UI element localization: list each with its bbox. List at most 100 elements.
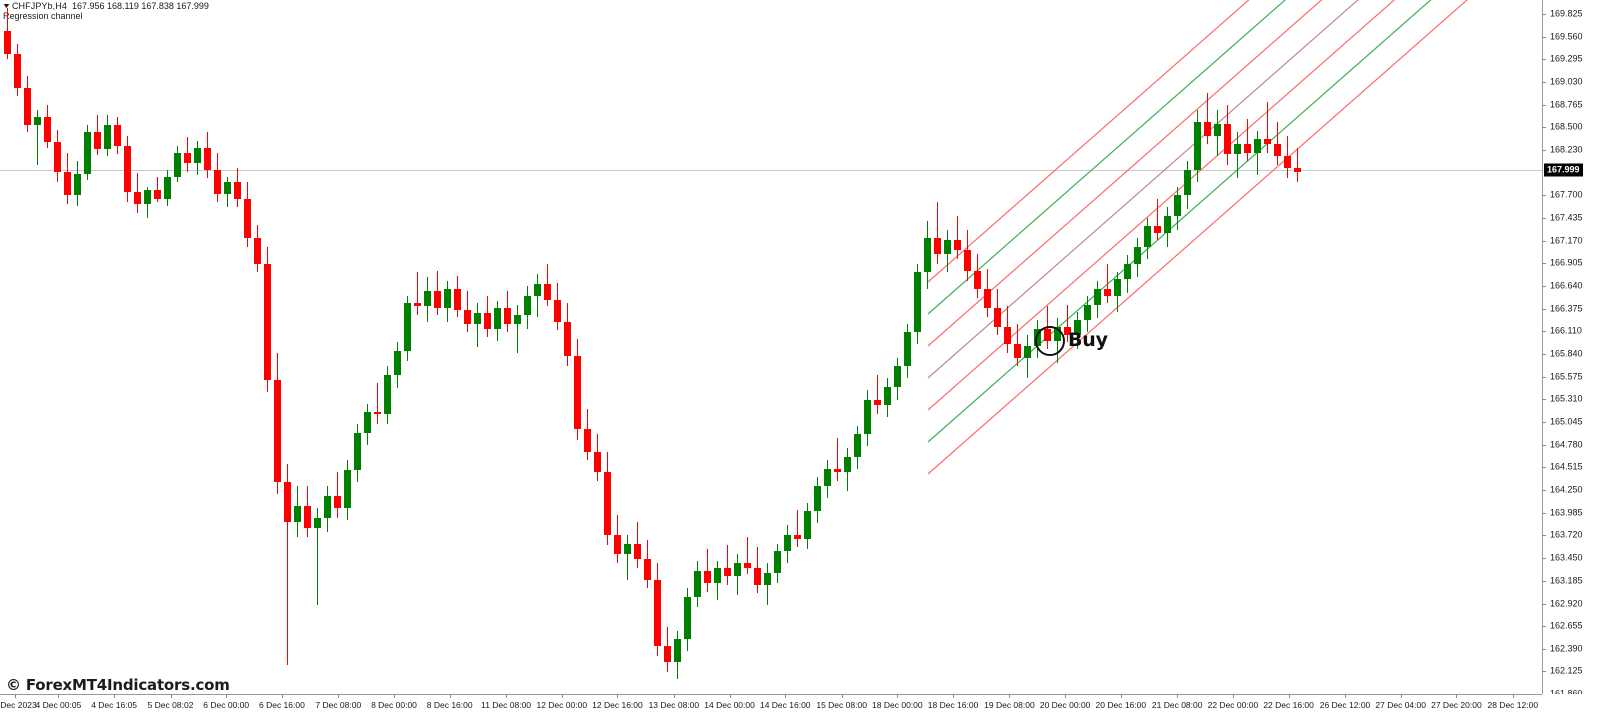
candle-body [944, 239, 951, 254]
candle-body [844, 456, 851, 473]
price-tick-label: 164.515 [1550, 461, 1583, 472]
candle-body [1114, 279, 1121, 297]
time-tick-mark [393, 694, 395, 698]
candle-body [184, 152, 191, 164]
price-tick-mark [1542, 535, 1546, 537]
candle-wick [1067, 304, 1068, 343]
candle-body [1094, 289, 1101, 305]
candle-wick [317, 507, 318, 606]
time-tick-label: 28 Dec 12:00 [1487, 700, 1539, 710]
time-tick-label: 22 Dec 16:00 [1263, 700, 1314, 710]
candle-body [84, 132, 91, 175]
time-tick-mark [226, 694, 228, 698]
candle-body [594, 451, 601, 473]
candle-body [204, 147, 211, 170]
time-tick-label: 8 Dec 16:00 [426, 700, 473, 710]
candle-body [894, 366, 901, 387]
watermark-label: © ForexMT4Indicators.com [6, 676, 230, 694]
candle-body [554, 299, 561, 322]
candle-body [684, 596, 691, 640]
candle-body [1264, 139, 1271, 145]
candle-body [1234, 144, 1241, 155]
candle-body [804, 511, 811, 539]
candle-body [724, 567, 731, 577]
candle-body [384, 374, 391, 414]
time-tick-mark [1288, 694, 1290, 698]
candle-wick [37, 110, 38, 165]
time-tick-mark [1456, 694, 1458, 698]
candle-body [974, 270, 981, 290]
candle-wick [627, 535, 628, 580]
candle-body [954, 239, 961, 251]
price-tick-label: 166.375 [1550, 303, 1583, 314]
time-tick-label: 8 Dec 00:00 [371, 700, 417, 710]
price-tick-mark [1542, 104, 1546, 106]
price-tick-mark [1542, 580, 1546, 582]
time-tick-mark [1065, 694, 1067, 698]
time-axis-line [0, 694, 1542, 695]
price-tick-mark [1542, 195, 1546, 197]
time-tick-mark [58, 694, 60, 698]
candle-wick [747, 536, 748, 575]
price-tick-mark [1542, 489, 1546, 491]
candle-body [1194, 122, 1201, 170]
candle-body [584, 429, 591, 452]
candle-wick [797, 509, 798, 548]
time-tick-label: 20 Dec 00:00 [1039, 700, 1091, 710]
candle-body [614, 535, 621, 554]
candle-wick [1247, 118, 1248, 162]
time-tick-mark [561, 694, 563, 698]
price-tick-label: 164.780 [1550, 439, 1583, 450]
time-tick-mark [338, 694, 340, 698]
candle-wick [477, 303, 478, 348]
price-tick-label: 166.640 [1550, 280, 1583, 291]
candle-wick [837, 437, 838, 481]
price-tick-label: 168.500 [1550, 121, 1583, 132]
candle-body [754, 567, 761, 585]
price-tick-mark [1542, 240, 1546, 242]
time-tick-mark [1400, 694, 1402, 698]
candle-body [694, 571, 701, 597]
time-tick-mark [506, 694, 508, 698]
candle-body [244, 198, 251, 239]
candle-body [334, 495, 341, 508]
candle-body [884, 386, 891, 406]
candle-body [934, 238, 941, 254]
price-tick-mark [1542, 626, 1546, 628]
candle-body [714, 567, 721, 584]
time-tick-label: 19 Dec 08:00 [984, 700, 1035, 710]
candle-wick [1207, 93, 1208, 145]
price-tick-mark [1542, 36, 1546, 38]
candle-body [624, 543, 631, 554]
candle-body [254, 238, 261, 264]
candle-wick [707, 548, 708, 592]
chart-header: ▼CHFJPYb,H4 167.956 168.119 167.838 167.9… [1, 1, 209, 12]
candle-body [1224, 123, 1231, 155]
candle-body [44, 116, 51, 142]
candle-body [194, 147, 201, 164]
candle-body [1204, 122, 1211, 136]
time-tick-label: 4 Dec 00:05 [35, 700, 82, 710]
time-tick-label: 14 Dec 16:00 [759, 700, 811, 710]
buy-signal-label: Buy [1068, 329, 1108, 351]
candle-body [1124, 263, 1131, 280]
candle-body [1064, 326, 1071, 336]
candle-body [304, 506, 311, 529]
time-tick-label: 18 Dec 16:00 [927, 700, 979, 710]
candle-wick [517, 304, 518, 353]
chart-plot-area[interactable]: Buy [0, 0, 1542, 694]
price-axis[interactable]: 167.999 169.825 169.560 169.295 169.030 168.… [1542, 0, 1600, 698]
triangle-down-icon[interactable]: ▼ [1, 3, 12, 10]
candle-body [104, 125, 111, 150]
price-tick-label: 167.170 [1550, 235, 1583, 246]
price-tick-label: 168.765 [1550, 99, 1583, 110]
price-tick-label: 161.860 [1550, 689, 1583, 699]
price-tick-label: 169.295 [1550, 53, 1583, 64]
price-tick-mark [1542, 218, 1546, 220]
candle-body [464, 309, 471, 324]
price-tick-label: 166.905 [1550, 257, 1583, 268]
time-tick-label: 4 Dec 16:05 [91, 700, 138, 710]
candle-body [774, 550, 781, 573]
